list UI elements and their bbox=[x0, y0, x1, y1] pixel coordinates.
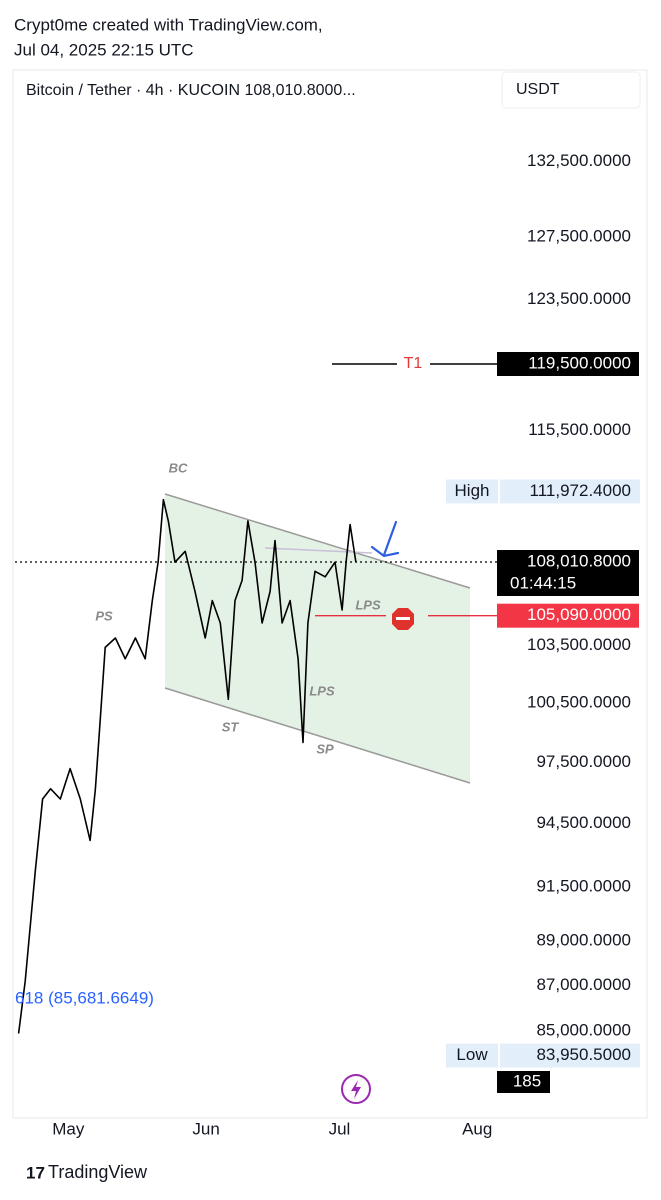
logo-mark: 17 bbox=[26, 1163, 45, 1182]
volume-label: 185 bbox=[513, 1071, 541, 1090]
header-line: Jul 04, 2025 22:15 UTC bbox=[14, 40, 194, 59]
last-price-box bbox=[497, 549, 639, 596]
price-box-label: 105,090.0000 bbox=[527, 605, 631, 624]
arrow bbox=[370, 520, 400, 558]
x-tick-label: Jul bbox=[329, 1119, 351, 1138]
y-tick-label: 91,500.0000 bbox=[536, 876, 631, 895]
target-name: T1 bbox=[404, 355, 423, 372]
price-line bbox=[17, 498, 357, 1034]
x-tick-label: May bbox=[52, 1119, 85, 1138]
currency-box[interactable] bbox=[501, 71, 641, 109]
channel-top bbox=[164, 493, 471, 589]
high-label-value: 111,972.4000 bbox=[530, 481, 631, 500]
high-label-value-box bbox=[500, 479, 640, 504]
channel-fill bbox=[165, 494, 470, 783]
y-tick-label: 132,500.0000 bbox=[527, 151, 631, 170]
fib-label: 618 (85,681.6649) bbox=[15, 988, 154, 1007]
high-label: High bbox=[455, 481, 490, 500]
price-box-label: 119,500.0000 bbox=[528, 353, 631, 372]
wyckoff-label: LPS bbox=[309, 683, 335, 698]
y-tick-label: 127,500.0000 bbox=[527, 227, 631, 246]
y-tick-label: 100,500.0000 bbox=[527, 693, 631, 712]
countdown: 01:44:15 bbox=[510, 573, 576, 592]
footer-brand: TradingView bbox=[48, 1162, 148, 1182]
low-label: Low bbox=[456, 1045, 488, 1064]
header-line: Crypt0me created with TradingView.com, bbox=[14, 15, 323, 34]
y-tick-label: 97,500.0000 bbox=[536, 752, 631, 771]
wyckoff-label: LPS bbox=[355, 597, 381, 612]
last-price-label: 108,010.8000 bbox=[527, 551, 631, 570]
volume-box bbox=[497, 1071, 550, 1093]
y-tick-label: 115,500.0000 bbox=[528, 420, 631, 439]
price-box bbox=[497, 603, 639, 628]
channel-bottom bbox=[164, 687, 471, 784]
y-tick-label: 87,000.0000 bbox=[536, 975, 631, 994]
low-label-value: 83,950.5000 bbox=[536, 1045, 631, 1064]
wyckoff-label: SP bbox=[316, 741, 334, 756]
y-tick-label: 94,500.0000 bbox=[536, 813, 631, 832]
chart-title: Bitcoin / Tether · 4h · KUCOIN 108,010.8… bbox=[26, 82, 356, 99]
alert-bolt bbox=[351, 1080, 361, 1099]
wyckoff-label: ST bbox=[222, 719, 240, 734]
low-label-value-box bbox=[500, 1043, 640, 1068]
y-tick-label: 123,500.0000 bbox=[527, 289, 631, 308]
x-tick-label: Aug bbox=[462, 1119, 492, 1138]
x-tick-label: Jun bbox=[192, 1119, 219, 1138]
wyckoff-label: PS bbox=[95, 608, 113, 623]
high-label-box bbox=[446, 479, 498, 504]
y-tick-label: 103,500.0000 bbox=[527, 635, 631, 654]
wyckoff-label: BC bbox=[169, 460, 188, 475]
y-tick-label: 89,000.0000 bbox=[536, 931, 631, 950]
low-label-box bbox=[446, 1043, 498, 1068]
currency: USDT bbox=[516, 81, 560, 98]
price-box bbox=[497, 352, 639, 377]
chart-frame bbox=[12, 69, 648, 1119]
y-tick-label: 85,000.0000 bbox=[536, 1021, 631, 1040]
stop-icon bbox=[392, 608, 414, 630]
